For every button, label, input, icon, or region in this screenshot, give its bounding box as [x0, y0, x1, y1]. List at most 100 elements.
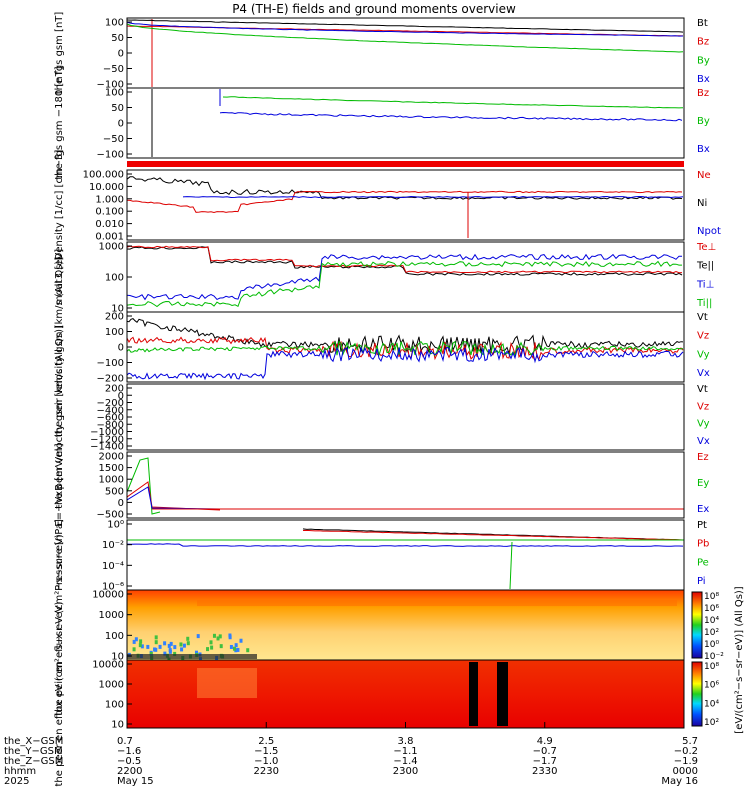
spectrogram-cell: [154, 640, 158, 645]
spectrogram-gap: [127, 654, 257, 659]
spectrogram-cell: [212, 633, 216, 638]
ephemeris-value: May 15: [117, 776, 154, 787]
spectrogram-band: [197, 668, 257, 698]
y-tick-label: −800: [97, 420, 124, 431]
colorbar-tick: 10⁸: [704, 592, 719, 602]
spectrogram-cell: [210, 645, 214, 650]
y-tick-label: 10⁻⁶: [102, 582, 124, 593]
legend-Ex: Ex: [697, 504, 709, 515]
ephemeris-value: 5.7: [682, 736, 698, 747]
y-tick-label: −50: [103, 64, 124, 75]
panel-5-plot-area: [126, 318, 684, 381]
y-tick-label: −400: [97, 405, 124, 416]
y-tick-label: 100.000: [83, 170, 124, 181]
panel-1-ylabel: the fgs gsm [nT]: [54, 12, 65, 95]
panel-3-ylabel: Density [1/cc] [cm−3]: [54, 150, 65, 261]
ephemeris-row-label: the_Z−GSM: [4, 756, 63, 767]
spectrogram-cell: [140, 644, 144, 649]
colorbar-tick: 10⁸: [704, 662, 719, 672]
legend-Pb: Pb: [697, 539, 709, 550]
panel-1-frame: [126, 17, 685, 89]
panel-7-plot-area: [126, 457, 684, 515]
series-ex: [126, 486, 221, 510]
y-tick-label: −600: [97, 413, 124, 424]
legend-Ni: Ni: [697, 198, 707, 209]
colorbar-tick: 10⁻²: [704, 652, 724, 662]
colorbar-lower-scale: [691, 661, 703, 727]
spectrogram-cell: [186, 636, 190, 641]
legend-Bx: Bx: [697, 144, 710, 155]
legend-Ez: Ez: [697, 452, 709, 463]
y-tick-label: 50: [111, 103, 124, 114]
y-tick-label: 10: [111, 304, 124, 315]
colorbar-tick: 10⁴: [704, 699, 719, 709]
figure-title: P4 (TH-E) fields and ground moments over…: [232, 2, 516, 16]
y-tick-label: 10: [111, 652, 124, 663]
series-ni: [126, 176, 683, 200]
colorbar-tick: 10²: [704, 718, 719, 728]
y-tick-label: 10000: [92, 660, 124, 671]
spectrogram-cell: [149, 651, 153, 656]
spectrogram-cell: [153, 647, 157, 652]
ephemeris-value: 2230: [254, 766, 279, 777]
panel-9: 10000 1000 100 10 the peir en eflux eV (cm²−…: [54, 534, 685, 716]
spectrogram-cell: [163, 641, 167, 646]
spectrogram-cell: [236, 647, 240, 652]
panel-10-ylabel: the peer en eflux eV (cm²−s−sr−eV): [54, 601, 65, 786]
colorbar-upper-scale: [691, 591, 703, 659]
panel-8-ylabel: Pressure [nPa]: [54, 519, 65, 591]
y-tick-label: 100: [105, 700, 124, 711]
series-ey: [126, 457, 161, 515]
colorbar-tick: 10⁶: [704, 681, 719, 691]
y-tick-label: −500: [97, 510, 124, 521]
legend-Vz: Vz: [697, 401, 709, 412]
spectrogram-cell: [134, 637, 138, 642]
ephemeris-value: 2300: [393, 766, 418, 777]
y-tick-label: 10: [111, 720, 124, 731]
panel-4: 1000 100 10 moat3 [eV] Te⊥ Te|| Ti⊥ Ti||: [54, 241, 716, 315]
y-tick-label: 100: [105, 88, 124, 99]
panel-5-ylabel: the peir velocity gsm [km/s (All Qs)]: [54, 257, 65, 438]
y-tick-label: 10000: [92, 590, 124, 601]
y-tick-label: 500: [105, 486, 124, 497]
ephemeris-value: −1.0: [254, 756, 278, 767]
y-tick-label: −100: [97, 150, 124, 161]
spectrogram-datagap: [497, 662, 508, 726]
ephemeris-value: 3.8: [398, 736, 414, 747]
spectrogram-cell: [234, 643, 238, 648]
y-tick-label: 1.000: [95, 194, 124, 205]
spectrogram-cell: [168, 649, 172, 654]
panel-7-ylabel: E=−VxB [mV/m]: [54, 443, 65, 526]
spectrogram-cell: [139, 639, 143, 644]
legend-By: By: [697, 116, 710, 127]
y-tick-label: 10.000: [89, 182, 124, 193]
colorbar-tick: 10⁶: [704, 604, 719, 614]
ephemeris-row-label: 2025: [4, 776, 29, 787]
y-tick-label: 1000: [99, 242, 124, 253]
legend-Npot: Npot: [697, 226, 721, 237]
colorbar-tick: 10⁴: [704, 616, 719, 626]
panel-2-frame: [126, 87, 685, 159]
y-tick-label: 10⁰: [107, 520, 124, 531]
series-by: [222, 96, 684, 109]
spectrogram-cell: [173, 645, 177, 650]
ephemeris-value: −1.1: [393, 746, 417, 757]
legend-Ey: Ey: [697, 478, 709, 489]
spectrogram-datagap: [469, 662, 478, 726]
y-tick-label: 1000: [99, 610, 124, 621]
ephemeris-row-label: the_X−GSM: [4, 736, 63, 747]
panel-7-frame: [126, 451, 685, 519]
y-tick-label: 0: [118, 119, 124, 130]
legend-Vt: Vt: [697, 312, 708, 323]
series-pe-jump: [509, 541, 513, 590]
ephemeris-value: 0.7: [117, 736, 133, 747]
legend-Bt: Bt: [697, 18, 708, 29]
legend-Pi: Pi: [697, 576, 706, 587]
y-tick-label: −200: [97, 398, 124, 409]
spectrogram-cell: [218, 634, 222, 639]
y-tick-label: 0: [118, 49, 124, 60]
y-tick-label: 10⁻²: [102, 540, 124, 551]
